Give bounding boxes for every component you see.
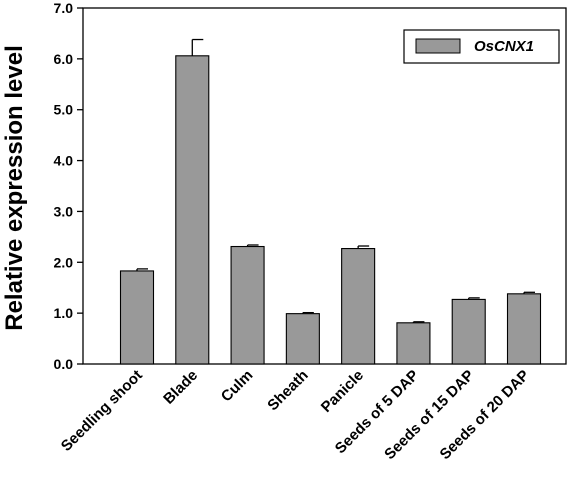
- x-tick-label: Panicle: [318, 367, 367, 416]
- legend: OsCNX1: [403, 29, 560, 64]
- y-tick-label: 1.0: [54, 305, 74, 321]
- bar: [341, 248, 376, 365]
- y-tick-label: 6.0: [54, 51, 74, 67]
- bar: [396, 322, 431, 365]
- bar: [285, 313, 320, 365]
- y-axis: 0.0 1.0 2.0 3.0 4.0 5.0 6.0 7.0: [54, 0, 83, 372]
- plot-border: [82, 7, 567, 365]
- y-axis-label: Relative expression level: [1, 45, 28, 331]
- bar: [506, 293, 542, 365]
- x-tick-label: Sheath: [264, 367, 311, 414]
- x-tick-label: Culm: [218, 367, 257, 406]
- x-tick-label: Blade: [160, 367, 201, 408]
- bar: [451, 298, 486, 365]
- bar: [119, 270, 155, 365]
- y-tick-label: 7.0: [54, 0, 74, 16]
- y-tick-label: 4.0: [54, 153, 74, 169]
- bar: [230, 245, 265, 365]
- x-axis: Seedling shoot Blade Culm Sheath PanicleSeed…: [58, 367, 533, 463]
- y-tick-label: 0.0: [54, 356, 74, 372]
- y-tick-label: 2.0: [54, 254, 74, 270]
- bar: [175, 55, 210, 365]
- y-tick-label: 3.0: [54, 203, 74, 219]
- y-tick-label: 5.0: [54, 102, 74, 118]
- bars: [119, 38, 542, 365]
- x-tick-label: Seedling shoot: [58, 367, 146, 455]
- plot-frame: [82, 7, 567, 365]
- legend-swatch: [415, 38, 461, 54]
- legend-label: OsCNX1: [474, 38, 534, 55]
